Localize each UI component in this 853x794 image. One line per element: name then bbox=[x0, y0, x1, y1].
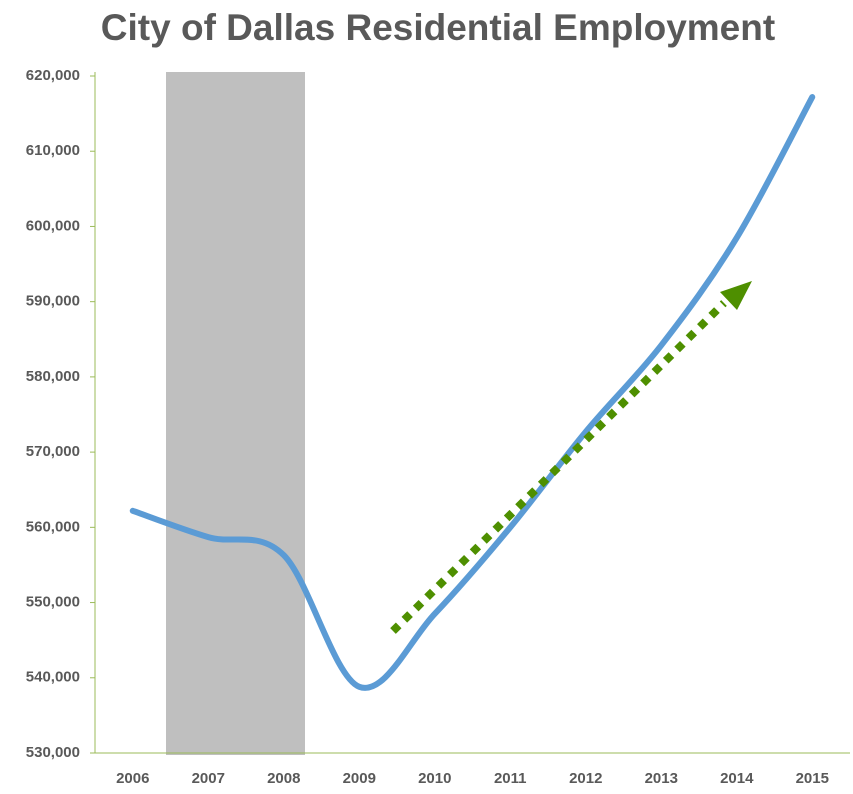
data-line bbox=[129, 94, 816, 691]
trend-arrowhead bbox=[720, 281, 752, 310]
recession-shading bbox=[166, 72, 305, 755]
y-tick-label: 610,000 bbox=[26, 142, 80, 159]
y-tick-label: 550,000 bbox=[26, 594, 80, 611]
x-tick-label: 2014 bbox=[720, 770, 754, 787]
x-tick-label: 2009 bbox=[343, 770, 376, 787]
y-tick-label: 570,000 bbox=[26, 443, 80, 460]
plot bbox=[129, 94, 816, 691]
y-tick-label: 580,000 bbox=[26, 368, 80, 385]
y-tick-label: 540,000 bbox=[26, 669, 80, 686]
x-tick-label: 2011 bbox=[494, 770, 527, 787]
x-tick-label: 2007 bbox=[192, 770, 225, 787]
x-tick-label: 2012 bbox=[569, 770, 602, 787]
y-tick-label: 530,000 bbox=[26, 744, 80, 761]
y-tick-label: 560,000 bbox=[26, 518, 80, 535]
x-tick-label: 2010 bbox=[418, 770, 451, 787]
y-tick-label: 590,000 bbox=[26, 293, 80, 310]
y-tick-label: 600,000 bbox=[26, 217, 80, 234]
trend-arrow bbox=[390, 300, 727, 634]
x-tick-label: 2015 bbox=[796, 770, 829, 787]
chart-title: City of Dallas Residential Employment bbox=[101, 7, 775, 48]
x-tick-label: 2006 bbox=[116, 770, 149, 787]
x-tick-label: 2013 bbox=[645, 770, 678, 787]
x-tick-label: 2008 bbox=[267, 770, 300, 787]
y-tick-label: 620,000 bbox=[26, 67, 80, 84]
